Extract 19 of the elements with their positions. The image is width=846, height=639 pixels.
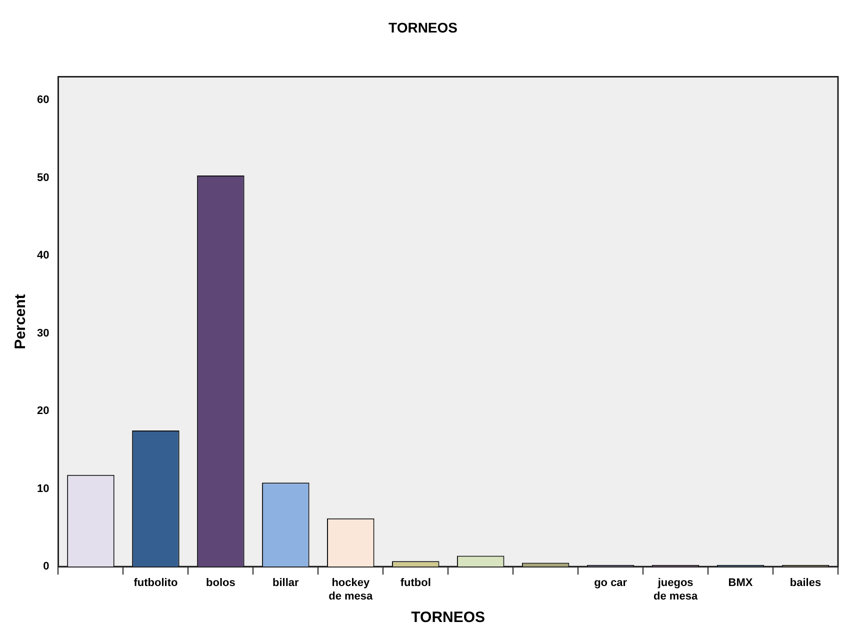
y-tick-label: 30 — [36, 327, 50, 340]
x-tick-label: bolos — [206, 577, 236, 590]
y-tick-label: 60 — [36, 94, 50, 106]
x-tick-label: futbolito — [134, 577, 178, 590]
x-tick-label: BMX — [728, 577, 754, 590]
x-axis-title: TORNEOS — [411, 609, 486, 626]
chart-title: TORNEOS — [388, 19, 458, 36]
x-tick-label: futbol — [400, 577, 431, 590]
y-tick-label: 40 — [36, 250, 50, 262]
x-tick-label: go car — [594, 577, 628, 590]
y-tick-label: 0 — [43, 560, 50, 573]
y-tick-label: 20 — [36, 405, 50, 418]
x-tick-label: bailes — [790, 577, 822, 590]
x-tick-label: billar — [272, 577, 300, 590]
x-tick-label: juegos de mesa — [654, 577, 698, 602]
y-axis-title: Percent — [12, 294, 30, 350]
x-tick-label: hockey de mesa — [328, 577, 374, 602]
y-tick-label: 50 — [36, 172, 50, 184]
y-tick-label: 10 — [36, 482, 50, 495]
